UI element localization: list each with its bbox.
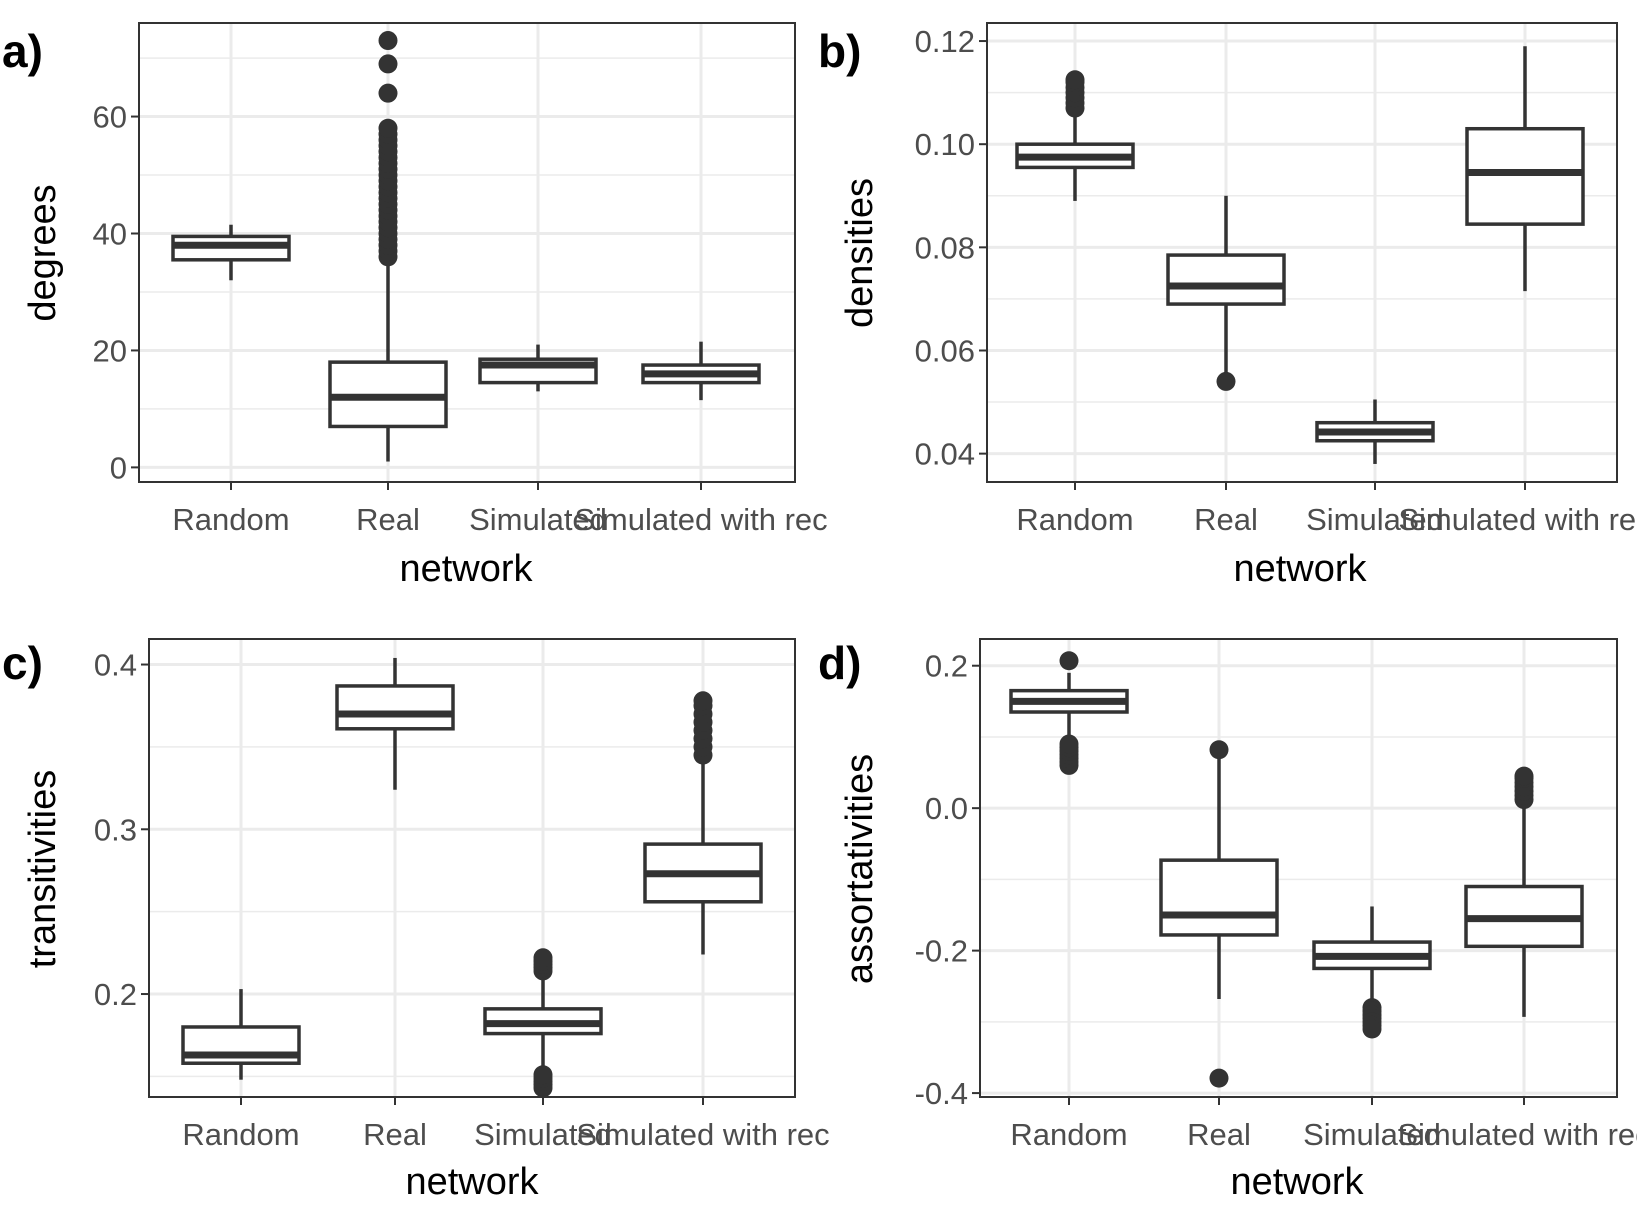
outlier-point <box>1209 1068 1229 1088</box>
outlier-point <box>1209 740 1229 760</box>
panel-b: 0.04 0.06 0.08 0.10 0.12 Random Real SimulatedS… <box>818 22 1637 590</box>
outlier-point <box>1216 371 1236 391</box>
y-tick-label: 0.04 <box>915 437 975 472</box>
box-1 <box>335 657 455 790</box>
box-2 <box>483 948 603 1098</box>
x-axis-title: network <box>405 1161 539 1203</box>
outlier-point <box>378 54 398 74</box>
x-tick-label: Simulated <box>469 502 607 537</box>
outlier-point <box>378 118 398 138</box>
y-tick-label: 0.10 <box>915 127 975 162</box>
x-axis-title: network <box>1230 1161 1364 1203</box>
box-1 <box>1159 740 1279 1088</box>
outlier-point <box>693 691 713 711</box>
box-0 <box>1015 70 1135 201</box>
y-tick-label: 0.2 <box>925 649 968 684</box>
x-tick-label: Simulated <box>1303 1117 1441 1152</box>
panel-label: a) <box>2 25 43 77</box>
x-tick-label: Random <box>1010 1117 1127 1152</box>
x-tick-label: Simulated with rec <box>1397 1117 1637 1152</box>
box-2 <box>1315 399 1435 464</box>
panel-d: -0.4 -0.2 0.0 0.2 Random Real SimulatedSimulat… <box>818 637 1637 1203</box>
outlier-point <box>378 31 398 51</box>
x-tick-label: Real <box>356 502 420 537</box>
x-tick-label: Random <box>182 1117 299 1152</box>
panel-label: c) <box>2 637 43 689</box>
box-0 <box>1009 651 1129 775</box>
y-axis-title: transitivities <box>22 770 64 969</box>
outlier-point <box>1059 651 1079 671</box>
box-3 <box>1464 766 1584 1017</box>
y-tick-label: -0.2 <box>915 934 968 969</box>
panel-label: d) <box>818 637 861 689</box>
y-tick-label: -0.4 <box>915 1076 968 1111</box>
panel-label: b) <box>818 25 861 77</box>
box-1 <box>328 31 448 462</box>
x-tick-label: Real <box>1194 502 1258 537</box>
y-tick-label: 40 <box>93 216 127 251</box>
box-body <box>1465 126 1585 226</box>
x-tick-label: Simulated <box>474 1117 612 1152</box>
box-0 <box>171 224 291 281</box>
panel-background <box>987 23 1617 482</box>
box-body <box>1166 253 1286 306</box>
panel-border <box>148 638 796 1098</box>
outlier-point <box>1059 734 1079 754</box>
y-axis-title: assortativities <box>839 754 881 984</box>
x-tick-label: Simulated with rec <box>574 502 827 537</box>
outlier-point <box>533 948 553 968</box>
y-tick-label: 60 <box>93 100 127 135</box>
outlier-point <box>533 1065 553 1085</box>
y-tick-label: 0.06 <box>915 333 975 368</box>
x-tick-label: Random <box>1016 502 1133 537</box>
y-axis-title: degrees <box>22 184 64 321</box>
y-axis-title: densities <box>839 178 881 328</box>
box-3 <box>1465 46 1585 292</box>
box-3 <box>643 691 763 955</box>
panel-border <box>979 638 1618 1098</box>
box-3 <box>641 341 761 401</box>
x-tick-label: Simulated with rec <box>576 1117 829 1152</box>
box-2 <box>478 344 598 392</box>
x-axis-title: network <box>1233 548 1367 590</box>
x-axis-title: network <box>399 548 533 590</box>
y-tick-label: 0.4 <box>94 648 137 683</box>
y-tick-label: 0.2 <box>94 977 137 1012</box>
box-body <box>1159 858 1279 937</box>
x-tick-label: Random <box>172 502 289 537</box>
x-tick-label: Simulated <box>1306 502 1444 537</box>
panel-border <box>138 22 796 483</box>
panel-background <box>980 639 1617 1097</box>
x-tick-label: Real <box>1187 1117 1251 1152</box>
box-body <box>335 684 455 731</box>
outlier-point <box>1362 1019 1382 1039</box>
y-tick-label: 20 <box>93 333 127 368</box>
outlier-point <box>1514 766 1534 786</box>
x-tick-label: Simulated with rec <box>1398 502 1637 537</box>
y-tick-label: 0 <box>110 450 127 485</box>
box-0 <box>181 989 301 1080</box>
x-tick-label: Real <box>363 1117 427 1152</box>
box-2 <box>1312 906 1432 1039</box>
y-tick-label: 0.3 <box>94 812 137 847</box>
y-tick-label: 0.12 <box>915 24 975 59</box>
box-1 <box>1166 195 1286 391</box>
outlier-point <box>1065 70 1085 90</box>
y-tick-label: 0.0 <box>925 791 968 826</box>
y-tick-label: 0.08 <box>915 230 975 265</box>
outlier-point <box>378 83 398 103</box>
panel-border <box>986 22 1618 483</box>
